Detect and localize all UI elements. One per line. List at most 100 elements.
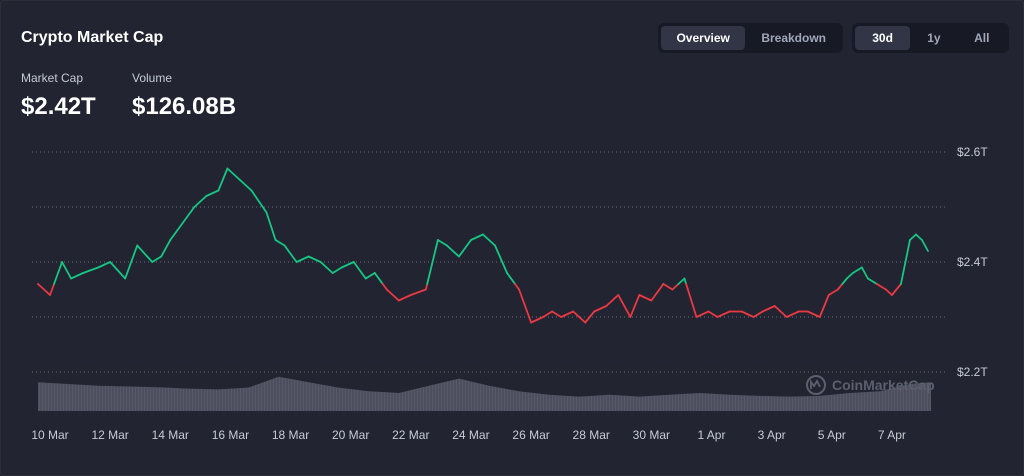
y-tick-label: $2.2T (957, 365, 988, 379)
price-line-segment (818, 294, 830, 318)
price-line-segment (331, 266, 343, 274)
x-axis: 10 Mar 12 Mar 14 Mar 16 Mar 18 Mar 20 Mar 22 M… (31, 428, 906, 442)
price-line-segment (373, 272, 384, 285)
price-line-segment (593, 305, 608, 313)
price-line-segment (915, 233, 923, 241)
y-tick-label: $2.4T (957, 255, 988, 269)
range-toggle: 30d 1y All (852, 23, 1009, 53)
price-line-segment (250, 189, 268, 214)
price-line-segment (752, 310, 764, 318)
watermark-text: CoinMarketCap (832, 377, 935, 393)
price-line-segment (265, 211, 277, 241)
price-line-segment (151, 255, 163, 263)
price-line-segment (773, 305, 788, 318)
tab-breakdown[interactable]: Breakdown (761, 31, 826, 45)
x-tick-label: 5 Apr (818, 428, 846, 442)
price-line-segment (806, 310, 821, 318)
price-line-segment (283, 244, 298, 263)
price-line-segment (217, 167, 229, 192)
price-line-segment (238, 178, 253, 192)
card-title: Crypto Market Cap (21, 29, 164, 46)
price-line-segment (82, 266, 100, 274)
price-line-segment (827, 288, 839, 296)
price-line-segment (761, 305, 776, 313)
price-line-segment (707, 310, 719, 318)
view-toggle: Overview Breakdown (658, 23, 843, 53)
price-line-segment (436, 239, 448, 247)
watermark: CoinMarketCap (806, 375, 935, 395)
price-line-segment (506, 272, 516, 285)
price-line-segment (662, 283, 674, 291)
price-line-segment (49, 283, 55, 296)
grid-lines (32, 151, 946, 373)
x-tick-label: 28 Mar (573, 428, 610, 442)
price-line-segment (921, 239, 929, 252)
y-tick-label: $2.6T (957, 145, 988, 159)
price-line-segment (136, 244, 154, 263)
price-line-segment (617, 294, 632, 318)
price-line-segment (226, 167, 241, 181)
price-line-segment (891, 283, 902, 296)
price-line-segment (584, 310, 596, 324)
price-line-segment (650, 283, 665, 302)
x-tick-label: 14 Mar (152, 428, 189, 442)
price-line-segment (53, 261, 63, 285)
price-line-segment (884, 288, 893, 296)
price-line-segment (909, 233, 917, 241)
range-1y-button[interactable]: 1y (927, 31, 941, 45)
x-tick-label: 30 Mar (633, 428, 670, 442)
price-line-segment (424, 283, 429, 291)
price-line-segment (900, 239, 911, 285)
price-line-segment (841, 277, 848, 285)
range-30d-button[interactable]: 30d (855, 26, 911, 50)
price-line-segment (169, 222, 184, 241)
price-line-segment (381, 283, 388, 291)
tab-overview[interactable]: Overview (661, 26, 746, 50)
price-line-segment (385, 288, 400, 302)
price-line-segment (307, 255, 322, 263)
price-line-segment (61, 261, 72, 280)
y-axis: $2.6T $2.4T $2.2T (957, 145, 988, 379)
price-line-segment (397, 294, 412, 302)
price-line-segment (605, 294, 620, 307)
volume-area-path (38, 376, 931, 411)
price-line-segment (514, 283, 520, 291)
price-line-segment (205, 189, 220, 197)
price-line-segment (160, 239, 172, 258)
price-line-segment (677, 277, 686, 285)
x-tick-label: 18 Mar (272, 428, 309, 442)
price-line-segment (551, 310, 563, 318)
price-line-segment (97, 261, 112, 269)
price-line-segment (181, 206, 196, 225)
price-line-segment (560, 310, 575, 318)
price-line-segment (470, 233, 484, 241)
price-line-segment (494, 244, 508, 274)
price-line-segment (482, 233, 496, 247)
market-cap-label: Market Cap (21, 71, 84, 85)
price-line-segment (70, 272, 85, 280)
price-line-segment (785, 310, 800, 318)
volume-area (37, 365, 931, 411)
price-line-segment (836, 283, 844, 291)
price-line-segment (629, 294, 641, 318)
price-line-segment (109, 261, 127, 280)
x-tick-label: 16 Mar (212, 428, 249, 442)
price-line-segment (458, 239, 472, 258)
price-line-segment (518, 288, 533, 324)
price-line-segment (364, 272, 376, 280)
price-line-segment (352, 261, 367, 280)
x-tick-label: 12 Mar (91, 428, 128, 442)
price-line-segment (638, 294, 653, 302)
price-line-segment (124, 244, 139, 280)
x-tick-label: 7 Apr (878, 428, 906, 442)
range-all-button[interactable]: All (974, 31, 990, 45)
price-line-segment (409, 288, 427, 296)
x-tick-label: 24 Mar (452, 428, 489, 442)
price-line-segment (875, 283, 887, 291)
volume-label: Volume (132, 71, 173, 85)
price-line-segment (274, 239, 286, 247)
price-line-segment (740, 310, 755, 318)
price-line-segment (685, 283, 698, 318)
price-line-segment (845, 272, 854, 280)
